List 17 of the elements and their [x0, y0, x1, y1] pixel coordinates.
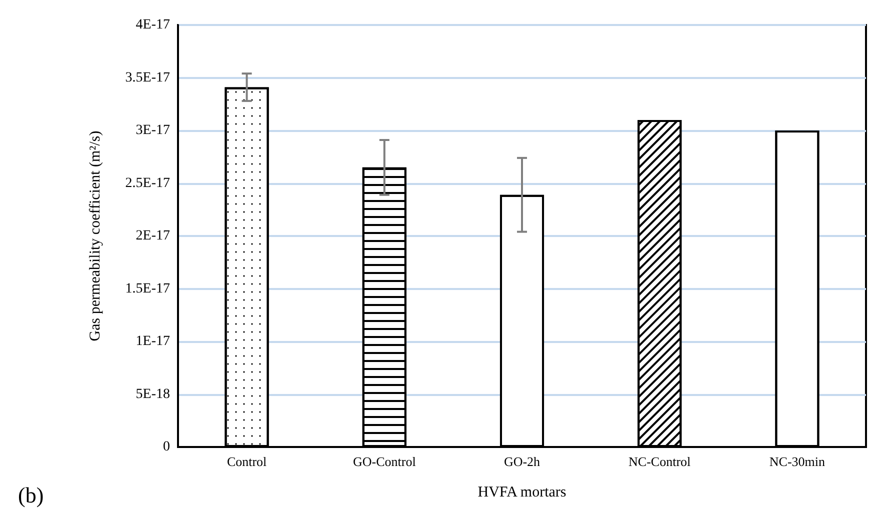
y-tick-label: 2E-17 [136, 228, 170, 244]
y-tick-label: 3E-17 [136, 123, 170, 138]
y-tick-label: 4E-17 [136, 18, 170, 32]
text: (b) [18, 482, 44, 508]
y-tick-label: 5E-18 [136, 386, 170, 402]
y-tick-label: 1.5E-17 [125, 281, 170, 296]
y-tick-label: 2.5E-17 [125, 176, 170, 191]
x-tick-label: NC-Control [628, 454, 692, 469]
y-axis-title: Gas permeability coefficient (m²/s) [88, 130, 104, 342]
x-tick-label: GO-2h [504, 454, 541, 469]
y-tick-label: 0 [163, 440, 170, 454]
x-tick-label: Control [226, 454, 268, 469]
x-axis-title: HVFA mortars [478, 484, 566, 500]
x-tick-label: GO-Control [352, 454, 416, 469]
y-tick-label: 1E-17 [136, 334, 170, 349]
x-tick-label: NC-30min [769, 454, 826, 469]
y-tick-label: 3.5E-17 [125, 70, 170, 86]
